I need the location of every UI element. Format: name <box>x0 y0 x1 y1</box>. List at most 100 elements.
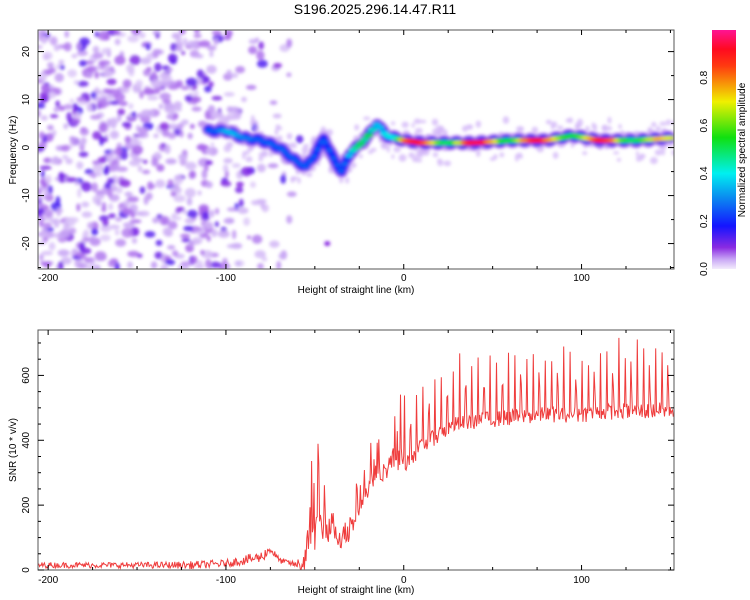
noise-blob <box>94 71 100 79</box>
noise-blob <box>201 76 210 83</box>
halo-blob <box>557 125 564 131</box>
halo-blob <box>635 155 642 162</box>
noise-blob <box>101 47 111 55</box>
noise-blob <box>209 261 222 269</box>
noise-blob <box>38 71 47 82</box>
chart-title: S196.2025.296.14.47.R11 <box>293 1 457 17</box>
noise-blob <box>213 37 219 46</box>
noise-blob <box>151 157 159 167</box>
colorbar-tick-label: 0.6 <box>699 118 710 132</box>
halo-blob <box>245 156 253 163</box>
snr-panel: -200 -100 0 100 0 200 400 600 Height of straigh… <box>8 329 675 596</box>
halo-blob <box>250 114 255 122</box>
halo-blob <box>247 146 253 152</box>
noise-blob <box>143 88 155 96</box>
noise-blob <box>96 194 105 200</box>
noise-blob <box>186 40 197 48</box>
noise-blob <box>182 209 188 215</box>
noise-blob <box>77 80 89 87</box>
noise-blob <box>38 44 43 50</box>
noise-blob <box>204 221 214 230</box>
noise-blob <box>66 177 77 183</box>
noise-blob <box>77 100 89 106</box>
noise-blob <box>72 103 78 110</box>
noise-blob <box>118 179 131 188</box>
colorbar-tick-label: 0.4 <box>699 166 710 180</box>
noise-blob <box>41 84 50 94</box>
noise-blob <box>43 195 48 200</box>
snr-ylabel: SNR (10 * v/v) <box>8 418 19 482</box>
halo-blob <box>439 125 445 134</box>
noise-blob <box>154 251 163 260</box>
halo-blob <box>398 154 407 162</box>
noise-blob <box>257 263 264 269</box>
noise-blob <box>139 32 146 39</box>
noise-blob <box>42 222 52 229</box>
noise-blob <box>233 259 245 267</box>
halo-blob <box>226 114 232 121</box>
spectrogram-ytick-label: 20 <box>21 46 32 58</box>
noise-blob <box>153 133 159 138</box>
snr-marks <box>38 337 674 570</box>
colorbar-tick-label: 0.2 <box>699 214 710 228</box>
ridge-segment <box>305 158 314 165</box>
noise-blob <box>245 84 257 90</box>
spectrogram-ytick-label: 10 <box>21 94 32 106</box>
noise-blob <box>104 182 112 190</box>
halo-blob <box>651 121 657 128</box>
noise-blob <box>122 79 132 88</box>
ridge-segment <box>301 164 310 170</box>
noise-blob <box>88 236 97 244</box>
noise-blob <box>223 92 235 97</box>
halo-blob <box>345 177 350 184</box>
noise-blob <box>44 209 54 218</box>
noise-blob <box>324 241 331 247</box>
noise-blob <box>161 65 170 71</box>
ridge <box>201 118 674 179</box>
halo-blob <box>290 176 296 183</box>
noise-blob <box>181 237 191 243</box>
noise-blob <box>117 108 126 116</box>
halo-blob <box>401 121 409 128</box>
noise-blob <box>100 224 112 233</box>
noise-blob <box>79 37 90 46</box>
noise-blob <box>109 130 120 140</box>
snr-ytick-label: 600 <box>21 367 32 384</box>
noise-blob <box>188 240 194 248</box>
noise-blob <box>104 164 109 174</box>
noise-blob <box>181 50 186 56</box>
noise-blob <box>53 155 59 163</box>
noise-blob <box>144 230 156 238</box>
noise-blob <box>193 264 205 269</box>
colorbar-label: Normalized spectral amplitude <box>737 82 748 217</box>
noise-blob <box>98 123 108 133</box>
halo-blob <box>516 152 523 159</box>
noise-blob <box>209 209 215 218</box>
noise-blob <box>80 127 88 132</box>
noise-blob <box>57 249 70 257</box>
noise-blob <box>197 190 202 196</box>
noise-blob <box>127 261 133 269</box>
spectrogram-xtick-label: 0 <box>401 273 407 284</box>
noise-blob <box>58 59 65 65</box>
noise-blob <box>91 172 97 179</box>
halo-blob <box>205 147 213 155</box>
snr-ytick-label: 200 <box>21 496 32 513</box>
halo-blob <box>339 177 344 184</box>
noise-blob <box>86 104 94 112</box>
halo-blob <box>275 124 281 129</box>
noise-blob <box>150 79 163 89</box>
noise-blob <box>231 163 241 168</box>
ridge-segment <box>325 147 334 153</box>
noise-blob <box>167 123 179 130</box>
noise-blob <box>211 95 223 101</box>
noise-blob <box>60 65 65 70</box>
noise-blob <box>127 250 140 258</box>
ridge-segment <box>363 132 374 138</box>
ridge-segment <box>344 152 354 159</box>
noise-blob <box>38 253 44 262</box>
noise-blob <box>56 207 62 217</box>
noise-blob <box>205 160 213 166</box>
noise-blob <box>124 135 132 144</box>
